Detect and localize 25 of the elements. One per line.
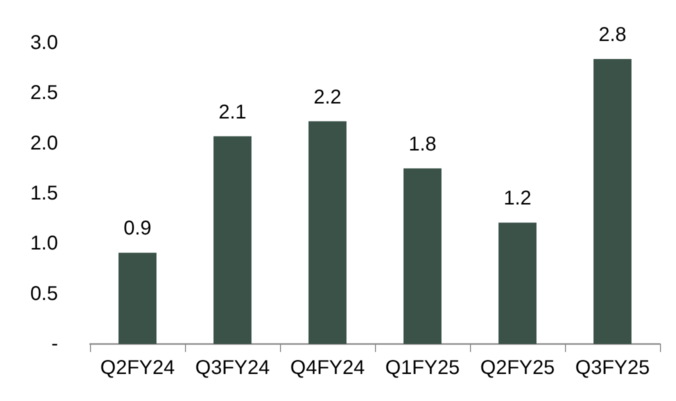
x-tick-label: Q1FY25 xyxy=(385,357,460,379)
y-tick-label: - xyxy=(51,333,58,355)
data-label: 1.8 xyxy=(408,133,436,156)
data-label: 2.1 xyxy=(218,101,246,124)
x-tick-label: Q3FY24 xyxy=(195,357,270,379)
x-tick-label: Q2FY24 xyxy=(100,357,175,379)
data-label: 1.2 xyxy=(504,188,532,210)
bar xyxy=(404,168,442,344)
x-tick-label: Q4FY24 xyxy=(290,357,365,379)
data-label: 0.9 xyxy=(124,218,152,240)
y-tick-label: 2.5 xyxy=(30,82,58,104)
x-tick-label: Q3FY25 xyxy=(575,357,650,379)
bar xyxy=(594,59,632,344)
y-tick-label: 1.5 xyxy=(30,182,58,204)
y-tick-label: 0.5 xyxy=(30,282,58,305)
data-label: 2.8 xyxy=(598,24,626,46)
bar xyxy=(118,252,156,344)
bar xyxy=(498,222,536,344)
bar xyxy=(308,121,346,344)
y-tick-label: 1.0 xyxy=(30,232,58,255)
bar xyxy=(214,136,252,344)
x-tick-label: Q2FY25 xyxy=(480,357,555,379)
y-tick-label: 2.0 xyxy=(30,132,58,154)
data-label: 2.2 xyxy=(314,86,342,108)
y-tick-label: 3.0 xyxy=(30,32,58,54)
